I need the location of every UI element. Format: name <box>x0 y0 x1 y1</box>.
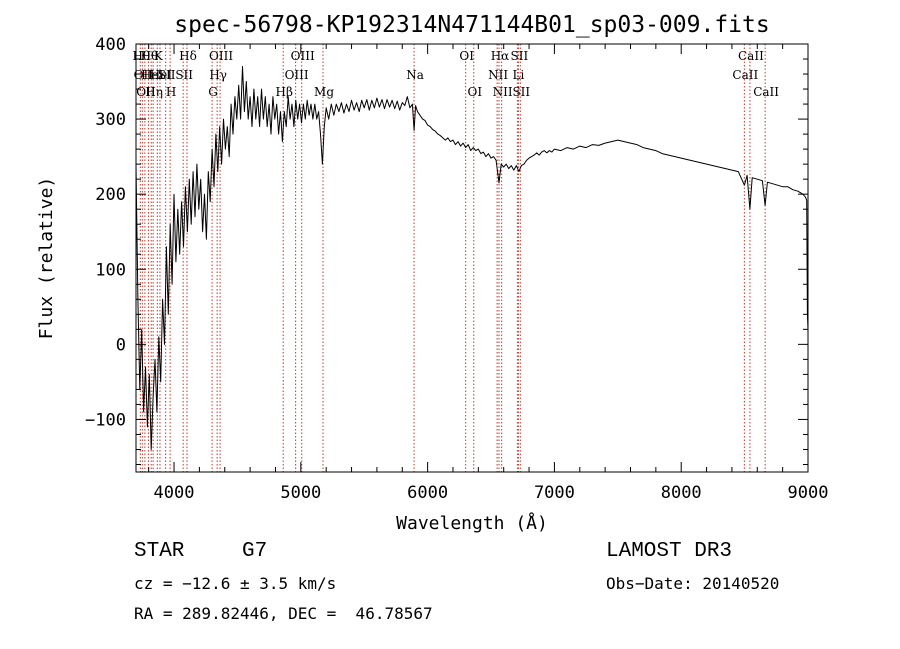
x-tick-label: 7000 <box>534 483 575 503</box>
line-label: SII <box>158 68 176 82</box>
line-label: Hα <box>491 49 510 63</box>
line-label: SII <box>511 49 529 63</box>
y-tick-label: −100 <box>85 410 126 430</box>
line-label: OIII <box>285 68 309 82</box>
line-label: NII <box>493 85 513 99</box>
y-tick-label: 200 <box>95 185 126 205</box>
x-tick-label: 8000 <box>661 483 702 503</box>
y-axis-label: Flux (relative) <box>36 177 57 340</box>
line-label: CaII <box>738 49 764 63</box>
line-label: OII <box>134 68 154 82</box>
object-class: STAR <box>134 540 185 563</box>
line-label: NII <box>488 68 508 82</box>
line-label: CaII <box>732 68 758 82</box>
series-line <box>135 66 809 450</box>
line-label: Li <box>512 68 524 82</box>
x-tick-label: 5000 <box>280 483 321 503</box>
spectral-line-markers <box>139 44 766 472</box>
line-labels: HθOIIOIIHθHeIHηKHeISIIHHδSIIGHγOIIIHβOII… <box>132 49 779 99</box>
object-subclass: G7 <box>242 540 268 563</box>
x-tick-label: 4000 <box>154 483 195 503</box>
y-tick-label: 100 <box>95 260 126 280</box>
line-label: HeI <box>141 68 164 82</box>
line-label: SII <box>512 85 530 99</box>
y-tick-label: 400 <box>95 35 126 55</box>
y-tick-label: 300 <box>95 110 126 130</box>
flux-series <box>135 66 809 450</box>
line-label: OIII <box>291 49 315 63</box>
line-label: HeI <box>150 68 173 82</box>
line-label: OIII <box>209 49 233 63</box>
line-label: OI <box>459 49 474 63</box>
line-label: K <box>154 49 164 63</box>
line-label: Hβ <box>276 85 293 99</box>
chart-title: spec-56798-KP192314N471144B01_sp03-009.f… <box>174 12 769 38</box>
redshift-readout: cz = −12.6 ± 3.5 km/s <box>134 574 337 593</box>
x-tick-label: 9000 <box>788 483 829 503</box>
line-label: Hθ <box>132 49 150 63</box>
line-label: Hγ <box>209 68 227 82</box>
observation-date: Obs−Date: 20140520 <box>606 574 780 593</box>
line-label: Hδ <box>179 49 197 63</box>
line-label: H <box>166 85 176 99</box>
line-label: Mg <box>314 85 334 99</box>
line-label: Hθ <box>141 49 159 63</box>
line-label: G <box>208 85 218 99</box>
line-label: OII <box>136 85 156 99</box>
x-tick-label: 6000 <box>407 483 448 503</box>
coordinates-readout: RA = 289.82446, DEC = 46.78567 <box>134 604 433 623</box>
axes: 4000 5000 6000 7000 8000 9000 −100 0 100 200 300 40… <box>85 35 828 503</box>
line-label: CaII <box>753 85 779 99</box>
y-tick-label: 0 <box>116 335 126 355</box>
line-label: Na <box>406 68 424 82</box>
line-label: Hη <box>145 85 163 99</box>
survey-name: LAMOST DR3 <box>606 540 733 563</box>
x-axis-label: Wavelength (Å) <box>396 512 548 534</box>
line-label: OI <box>467 85 482 99</box>
plot-frame <box>135 43 809 473</box>
line-label: SII <box>175 68 193 82</box>
